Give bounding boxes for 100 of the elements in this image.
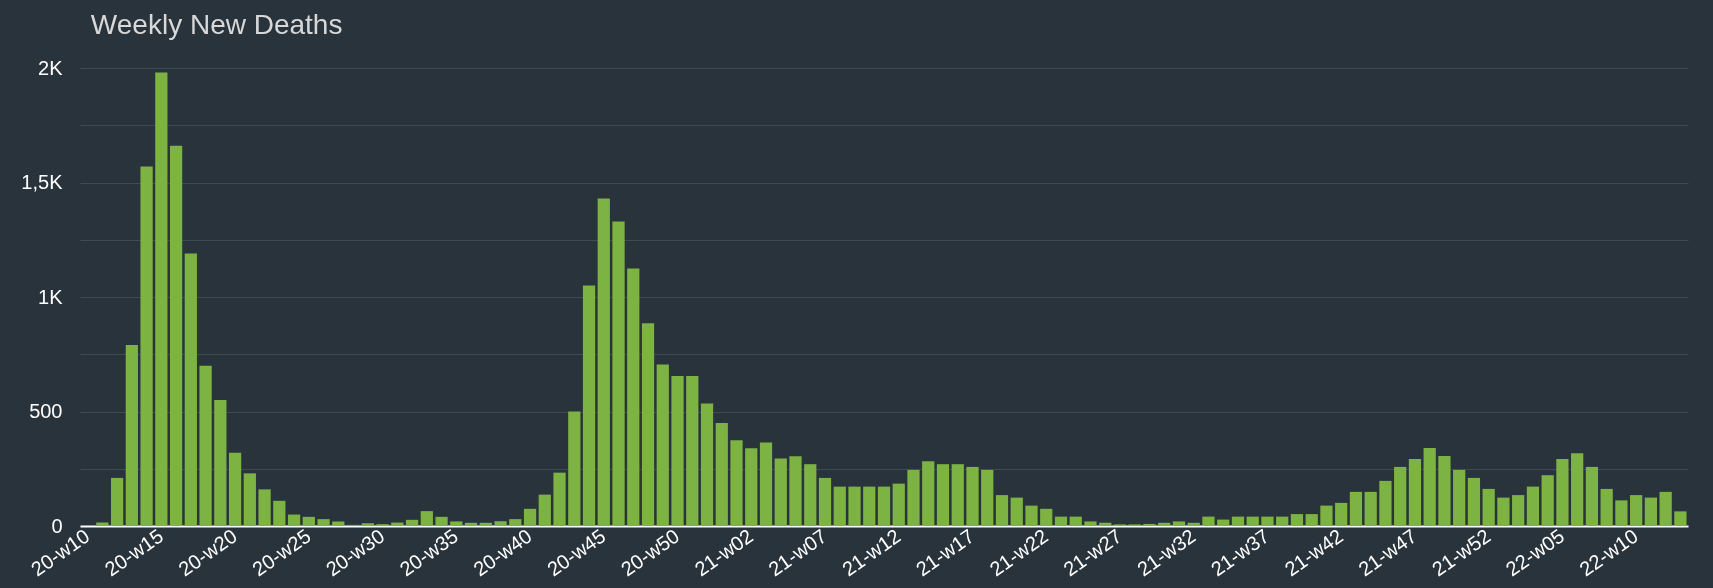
bar [789, 456, 802, 526]
bar [199, 365, 212, 526]
bar [317, 519, 330, 526]
bar [1526, 486, 1540, 526]
bar [1290, 514, 1304, 526]
bar [981, 469, 994, 526]
bar [361, 523, 374, 526]
y-tick-label: 1,5K [21, 171, 64, 193]
bar [848, 486, 861, 526]
bar [1541, 475, 1554, 526]
bar [833, 486, 846, 526]
bar [273, 500, 286, 526]
bar [243, 473, 256, 526]
bar [1335, 502, 1348, 526]
bar [1261, 516, 1274, 526]
bar [730, 440, 743, 526]
bar [332, 521, 345, 526]
bar [715, 422, 728, 526]
bar [1556, 458, 1569, 526]
bar [1497, 497, 1510, 526]
bar [464, 522, 478, 526]
bar [612, 221, 625, 526]
bar [804, 464, 817, 526]
bar [1172, 521, 1186, 526]
bar [420, 511, 433, 526]
bar [1276, 516, 1289, 526]
bar [641, 323, 655, 526]
bar [1202, 516, 1215, 526]
bar [509, 519, 522, 526]
chart-title: Weekly New Deaths [90, 9, 343, 40]
y-tick-label: 2K [38, 56, 64, 79]
bar [568, 411, 581, 526]
bar [1571, 453, 1584, 526]
bar [302, 516, 315, 526]
bar [1600, 488, 1613, 526]
bar [1010, 497, 1023, 526]
bar [597, 198, 610, 526]
bar [995, 495, 1009, 526]
bar [287, 514, 301, 526]
bar [435, 516, 448, 526]
bar [110, 477, 124, 526]
y-tick-label: 1K [38, 285, 64, 308]
bar [627, 268, 640, 526]
bar [1512, 495, 1525, 526]
bar [700, 403, 714, 526]
bar [1453, 469, 1466, 526]
bar [538, 494, 551, 526]
bar [1305, 514, 1318, 526]
bar [1143, 523, 1156, 526]
bar [1438, 455, 1451, 526]
bar [228, 452, 242, 526]
bar [1379, 480, 1392, 526]
bar [184, 253, 197, 526]
bar [1099, 522, 1112, 526]
bar [1025, 505, 1038, 526]
bar [936, 464, 950, 526]
bar [922, 461, 935, 526]
bar [582, 285, 596, 526]
bar [686, 376, 699, 526]
bar [140, 166, 153, 526]
bar [479, 522, 492, 526]
bar [523, 508, 537, 526]
bar [1187, 522, 1200, 526]
bar [405, 519, 419, 526]
bar [1644, 497, 1658, 526]
bar [214, 400, 227, 526]
bar [1615, 500, 1628, 526]
bar [892, 483, 905, 526]
bar [1349, 491, 1363, 526]
bar [450, 521, 463, 526]
bar [553, 472, 566, 526]
bar [1246, 516, 1259, 526]
bar [759, 442, 773, 526]
bar [1482, 488, 1495, 526]
bar [966, 466, 979, 526]
bar [745, 448, 758, 526]
bar [863, 486, 876, 526]
bar [671, 376, 684, 526]
bar [494, 521, 507, 526]
bar [1674, 511, 1687, 526]
bar [1040, 508, 1053, 526]
bar [1408, 458, 1422, 526]
bar [258, 489, 271, 526]
bar [1394, 466, 1407, 526]
bar [1320, 505, 1333, 526]
bar [951, 464, 964, 526]
bar [1054, 516, 1068, 526]
bar [155, 72, 168, 526]
bar [818, 477, 832, 526]
bar [1069, 516, 1082, 526]
bar [1467, 477, 1481, 526]
bar [1423, 447, 1436, 526]
bar [1630, 495, 1643, 526]
bar [1231, 516, 1245, 526]
bar [1158, 522, 1171, 526]
bar [877, 486, 891, 526]
bar [656, 364, 669, 526]
bar [1364, 491, 1377, 526]
bar [1084, 521, 1097, 526]
bar [1217, 519, 1230, 526]
